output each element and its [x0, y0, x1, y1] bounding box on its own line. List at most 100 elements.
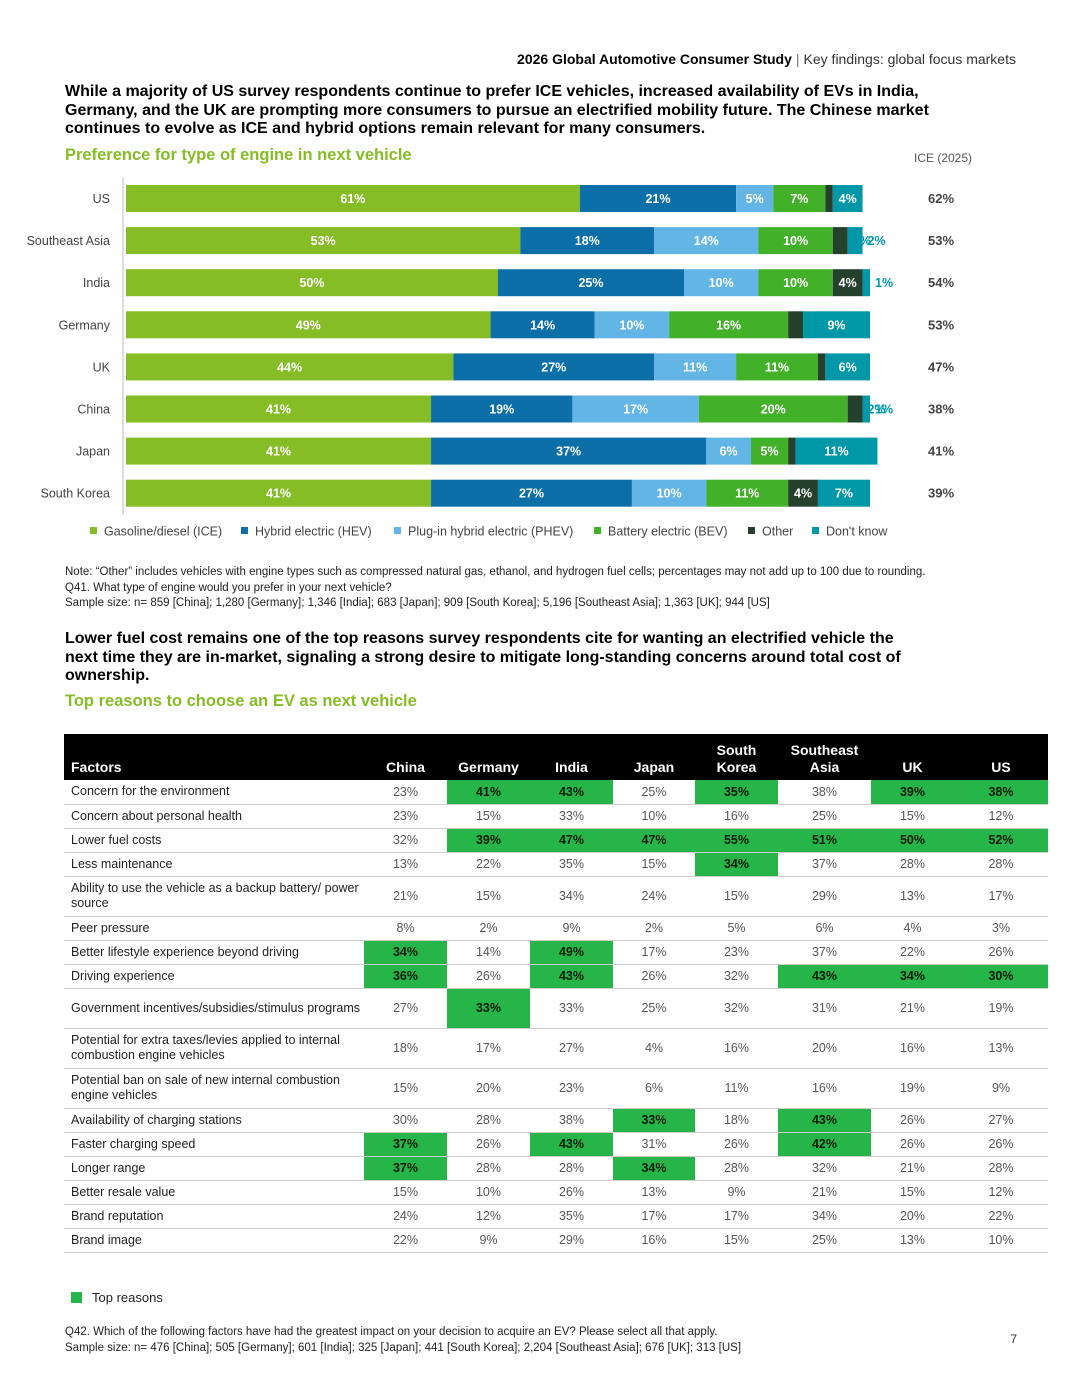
- factor-cell: Longer range: [64, 1156, 364, 1181]
- bar-germany-battery-electric-bev-: [669, 311, 789, 339]
- legend-swatch-2: [394, 527, 401, 534]
- ice-2025-value-uk: 47%: [928, 359, 954, 374]
- chart-notes: Note: “Other” includes vehicles with eng…: [65, 565, 1055, 612]
- factor-cell: Potential ban on sale of new internal co…: [64, 1068, 364, 1109]
- column-header-south-korea: South Korea: [695, 734, 778, 780]
- bar-us-gasoline-diesel-ice-: [126, 185, 580, 212]
- value-cell: 37%: [778, 852, 871, 877]
- value-cell: 28%: [447, 1108, 530, 1133]
- factor-cell: Faster charging speed: [64, 1132, 364, 1157]
- value-cell: 31%: [613, 1132, 695, 1157]
- value-cell: 26%: [954, 940, 1048, 965]
- data-label-uk-0: 44%: [277, 360, 302, 374]
- value-cell: 15%: [871, 1180, 954, 1205]
- data-label-uk-3: 11%: [765, 360, 789, 374]
- bar-china-battery-electric-bev-: [698, 395, 848, 423]
- value-cell: 20%: [447, 1068, 530, 1109]
- value-cell: 25%: [613, 988, 695, 1029]
- bar-china-plug-in-hybrid-electric-phev-: [572, 395, 699, 423]
- value-cell: 15%: [447, 804, 530, 829]
- bar-us-hybrid-electric-hev-: [579, 185, 737, 212]
- value-cell: 13%: [871, 1228, 954, 1253]
- data-label-uk-2: 11%: [683, 360, 707, 374]
- engine-preference-chart: ICE (2025) US 61% 21% 5% 7% 1% 4% 62% Southeast A…: [27, 151, 972, 539]
- value-cell: 26%: [530, 1180, 613, 1205]
- table-title: Top reasons to choose an EV as next vehi…: [65, 692, 417, 710]
- value-cell: 32%: [695, 988, 778, 1029]
- data-label-southeast-asia-3: 10%: [783, 234, 808, 248]
- top-reason-cell: 34%: [613, 1156, 695, 1181]
- ev-reasons-table: Factors China Germany India Japan South Korea…: [64, 734, 1048, 1253]
- value-cell: 16%: [695, 804, 778, 829]
- value-cell: 19%: [954, 988, 1048, 1029]
- bar-us-other: [825, 185, 833, 212]
- data-label-south-korea-3: 11%: [735, 487, 759, 501]
- factor-cell: Lower fuel costs: [64, 828, 364, 853]
- value-cell: 2%: [613, 916, 695, 941]
- factor-cell: Less maintenance: [64, 852, 364, 877]
- data-label-us-1: 21%: [645, 192, 670, 206]
- bar-germany-hybrid-electric-hev-: [490, 311, 595, 339]
- bar-india-plug-in-hybrid-electric-phev-: [684, 269, 759, 297]
- data-label-india-4: 4%: [839, 276, 857, 290]
- data-label-us-2: 5%: [746, 192, 764, 206]
- bar-japan-don-t-know: [795, 437, 878, 465]
- data-label-india-1: 25%: [578, 276, 603, 290]
- data-label-germany-0: 49%: [296, 318, 321, 332]
- data-label-us-3: 7%: [790, 192, 808, 206]
- bar-india-gasoline-diesel-ice-: [126, 269, 498, 297]
- value-cell: 17%: [613, 940, 695, 965]
- table-row: Driving experience 36% 26% 43% 26% 32% 43% 34% 3…: [64, 964, 1048, 989]
- value-cell: 19%: [871, 1068, 954, 1109]
- value-cell: 3%: [954, 916, 1048, 941]
- value-cell: 2%: [447, 916, 530, 941]
- ice-2025-value-china: 38%: [928, 402, 954, 417]
- data-label-germany-5: 9%: [827, 318, 845, 332]
- value-cell: 35%: [530, 1204, 613, 1229]
- value-cell: 32%: [778, 1156, 871, 1181]
- top-reason-cell: 34%: [871, 964, 954, 989]
- table-sample-size: Sample size: n= 476 [China]; 505 [German…: [65, 1341, 742, 1354]
- top-reason-cell: 52%: [954, 828, 1048, 853]
- data-label-india-0: 50%: [299, 276, 324, 290]
- column-header-uk: UK: [871, 734, 954, 780]
- value-cell: 23%: [364, 780, 447, 805]
- table-question: Q42. Which of the following factors have…: [65, 1326, 718, 1338]
- bar-japan-hybrid-electric-hev-: [431, 437, 707, 465]
- category-label-japan: Japan: [76, 445, 110, 459]
- bar-china-don-t-know: [862, 395, 870, 423]
- top-reason-cell: 47%: [530, 828, 613, 853]
- bar-us-plug-in-hybrid-electric-phev-: [736, 185, 774, 212]
- value-cell: 16%: [778, 1068, 871, 1109]
- value-cell: 27%: [530, 1028, 613, 1069]
- data-label-southeast-asia-5: 2%: [868, 234, 886, 248]
- value-cell: 13%: [613, 1180, 695, 1205]
- category-label-southeast-asia: Southeast Asia: [27, 234, 110, 248]
- value-cell: 26%: [447, 1132, 530, 1157]
- bar-southeast-asia-hybrid-electric-hev-: [520, 227, 655, 255]
- headline-ev-reasons: Lower fuel cost remains one of the top r…: [65, 630, 901, 684]
- bar-germany-plug-in-hybrid-electric-phev-: [594, 311, 670, 339]
- value-cell: 27%: [954, 1108, 1048, 1133]
- bar-china-hybrid-electric-hev-: [431, 395, 573, 423]
- table-row: Ability to use the vehicle as a backup b…: [64, 876, 1048, 917]
- top-reason-cell: 34%: [364, 940, 447, 965]
- table-row: Longer range 37% 28% 28% 34% 28% 32% 21% 28%: [64, 1156, 1048, 1181]
- bar-germany-don-t-know: [803, 311, 870, 339]
- bar-uk-other: [817, 353, 826, 381]
- top-reason-cell: 36%: [364, 964, 447, 989]
- value-cell: 6%: [778, 916, 871, 941]
- bar-southeast-asia-gasoline-diesel-ice-: [126, 227, 521, 255]
- bar-southeast-asia-don-t-know: [847, 227, 863, 255]
- legend-swatch-0: [90, 527, 97, 534]
- legend-label-4: Other: [762, 525, 793, 539]
- legend-swatch-4: [748, 527, 755, 534]
- value-cell: 26%: [695, 1132, 778, 1157]
- factor-cell: Better resale value: [64, 1180, 364, 1205]
- value-cell: 16%: [613, 1228, 695, 1253]
- value-cell: 14%: [447, 940, 530, 965]
- legend-label-5: Don't know: [826, 525, 888, 539]
- value-cell: 17%: [447, 1028, 530, 1069]
- value-cell: 25%: [613, 780, 695, 805]
- category-label-south-korea: South Korea: [41, 487, 111, 501]
